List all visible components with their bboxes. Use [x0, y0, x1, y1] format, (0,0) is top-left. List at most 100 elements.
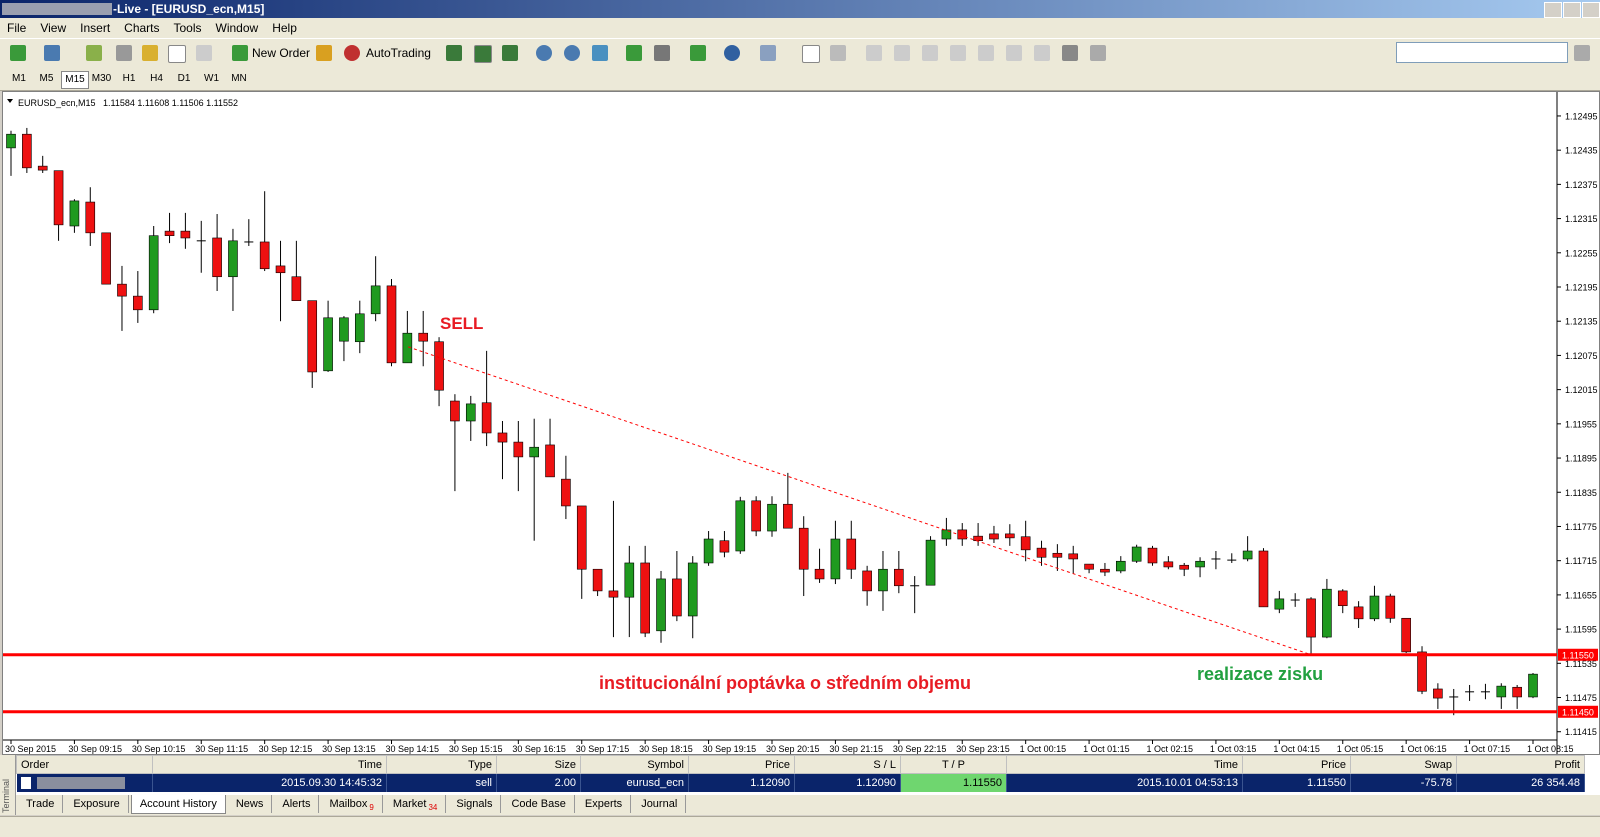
x-tick-label: 1 Oct 08:15	[1527, 744, 1574, 754]
profiles-icon[interactable]	[44, 45, 60, 61]
terminal-tab[interactable]: Mailbox 9	[321, 795, 383, 813]
candle-body	[1369, 595, 1380, 620]
timeframe-button[interactable]: W1	[204, 73, 219, 84]
line-chart-icon[interactable]	[502, 45, 518, 61]
column-header[interactable]: Time	[152, 755, 387, 774]
timeframe-button[interactable]: MN	[231, 73, 247, 84]
hline-icon[interactable]	[894, 45, 910, 61]
terminal-tab[interactable]: Journal	[633, 795, 687, 813]
terminal-tab[interactable]: Exposure	[65, 795, 129, 813]
shift-icon[interactable]	[654, 45, 670, 61]
fibo-icon[interactable]	[978, 45, 994, 61]
shapes-icon[interactable]	[1090, 45, 1106, 61]
restore-button[interactable]	[1544, 2, 1562, 18]
candle-chart-icon[interactable]	[474, 45, 492, 63]
terminal-tab[interactable]: Experts	[577, 795, 632, 813]
terminal-tab[interactable]: Trade	[18, 795, 64, 813]
terminal-tab[interactable]: News	[228, 795, 273, 813]
window-title: -Live - [EURUSD_ecn,M15]	[113, 2, 265, 16]
menu-item[interactable]: Tools	[173, 21, 202, 35]
trade-line	[408, 346, 1312, 656]
x-tick-label: 30 Sep 19:15	[703, 744, 757, 754]
terminal-tab[interactable]: Account History	[130, 795, 226, 814]
candle-body	[402, 332, 413, 364]
vline-icon[interactable]	[866, 45, 882, 61]
bar-chart-icon[interactable]	[446, 45, 462, 61]
candle-body	[529, 446, 539, 458]
trendline-icon[interactable]	[922, 45, 938, 61]
column-header[interactable]: Time	[1006, 755, 1243, 774]
new-order-icon[interactable]	[232, 45, 248, 61]
y-tick-label: 1.11655	[1565, 590, 1597, 600]
y-tick-label: 1.12015	[1565, 385, 1598, 395]
terminal-icon[interactable]	[168, 45, 186, 63]
candle-body	[1512, 686, 1522, 698]
cursor-icon[interactable]	[802, 45, 820, 63]
timeframe-button[interactable]: D1	[177, 73, 191, 84]
candle-body	[1020, 536, 1031, 551]
timeframe-button[interactable]: M30	[91, 73, 112, 84]
column-header[interactable]: Symbol	[580, 755, 689, 774]
zoom-in-icon[interactable]	[536, 45, 552, 61]
candle-body	[830, 538, 841, 580]
candle-body	[1195, 560, 1205, 568]
column-header[interactable]: Order	[16, 755, 153, 774]
tab-label: Exposure	[73, 798, 120, 810]
timeframe-button[interactable]: H4	[150, 73, 163, 84]
terminal-tab[interactable]: Market 34	[385, 795, 447, 813]
column-header[interactable]: Price	[1242, 755, 1351, 774]
y-tick-label: 1.12255	[1565, 248, 1598, 258]
periods-icon[interactable]	[724, 45, 740, 61]
navigator-icon[interactable]	[116, 45, 132, 61]
close-button[interactable]	[1582, 2, 1600, 18]
new-order-button[interactable]: New Order	[252, 46, 311, 60]
column-header[interactable]: Swap	[1350, 755, 1457, 774]
tile-icon[interactable]	[592, 45, 608, 61]
menu-item[interactable]: Help	[272, 21, 297, 35]
arrows-icon[interactable]	[1062, 45, 1078, 61]
timeframe-button[interactable]: M15	[61, 71, 89, 89]
terminal-tab[interactable]: Alerts	[274, 795, 320, 813]
column-header[interactable]: S / L	[794, 755, 901, 774]
maximize-button[interactable]	[1563, 2, 1581, 18]
tester-icon[interactable]	[196, 45, 212, 61]
market-watch-icon[interactable]	[86, 45, 102, 61]
x-tick-label: 30 Sep 21:15	[829, 744, 883, 754]
menu-item[interactable]: View	[40, 21, 67, 35]
menu-item[interactable]: File	[7, 21, 27, 35]
autotrading-icon[interactable]	[344, 45, 360, 61]
text-icon[interactable]	[1006, 45, 1022, 61]
column-header[interactable]: Price	[688, 755, 795, 774]
timeframe-button[interactable]: M5	[39, 73, 54, 84]
history-row[interactable]: 2015.09.30 14:45:32 sell 2.00 eurusd_ecn 1.1…	[16, 773, 1585, 792]
timeframe-button[interactable]: M1	[12, 73, 26, 84]
crosshair-icon[interactable]	[830, 45, 846, 61]
toolbar: New Order AutoTrading	[0, 38, 1600, 68]
templates-icon[interactable]	[760, 45, 776, 61]
column-header[interactable]: T / P	[900, 755, 1007, 774]
candle-body	[656, 578, 666, 632]
new-chart-icon[interactable]	[10, 45, 26, 61]
column-header[interactable]: Profit	[1456, 755, 1585, 774]
autoscroll-icon[interactable]	[626, 45, 642, 61]
level-label: 1.11450	[1562, 707, 1594, 717]
y-tick-label: 1.12315	[1565, 214, 1598, 224]
channel-icon[interactable]	[950, 45, 966, 61]
autotrading-button[interactable]: AutoTrading	[366, 46, 431, 60]
data-window-icon[interactable]	[142, 45, 158, 61]
terminal-tab[interactable]: Code Base	[503, 795, 575, 813]
menu-item[interactable]: Window	[215, 21, 259, 35]
column-header[interactable]: Size	[496, 755, 581, 774]
expert-icon[interactable]	[316, 45, 332, 61]
terminal-tab[interactable]: Signals	[448, 795, 502, 813]
menu-item[interactable]: Charts	[124, 21, 160, 35]
indicators-icon[interactable]	[690, 45, 706, 61]
community-icon[interactable]	[1574, 45, 1590, 61]
column-header[interactable]: Type	[386, 755, 497, 774]
label-icon[interactable]	[1034, 45, 1050, 61]
candle-body	[687, 562, 698, 617]
zoom-out-icon[interactable]	[564, 45, 580, 61]
timeframe-button[interactable]: H1	[122, 73, 136, 84]
search-box[interactable]	[1396, 42, 1568, 63]
menu-item[interactable]: Insert	[80, 21, 111, 35]
